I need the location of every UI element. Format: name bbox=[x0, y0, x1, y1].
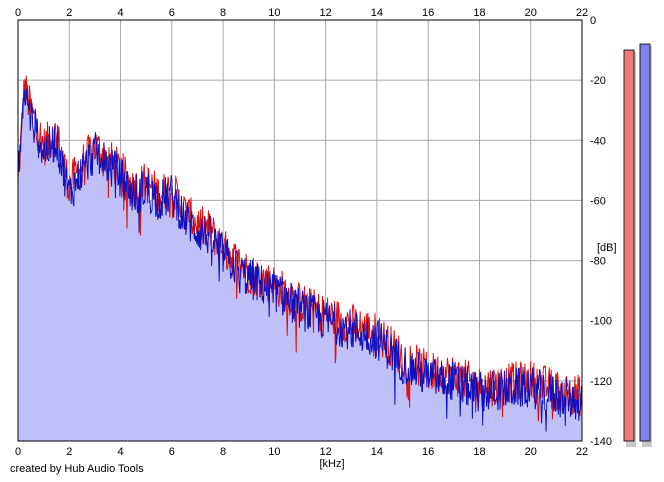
x-tick-labels-bottom: 0 2 4 6 8 10 12 14 16 18 20 22 bbox=[15, 446, 588, 458]
spectrum-fill-area bbox=[18, 90, 582, 441]
x-tick-label-bottom: 8 bbox=[220, 446, 226, 458]
x-tick-label-bottom: 16 bbox=[422, 446, 434, 458]
y-tick-label: -100 bbox=[590, 316, 612, 328]
y-tick-labels: 0 -20 -40 -60 -80 -100 -120 -140 bbox=[590, 15, 612, 448]
level-meters bbox=[623, 43, 652, 448]
series-lines bbox=[17, 75, 583, 432]
x-tick-label-bottom: 2 bbox=[66, 446, 72, 458]
level-meter-0 bbox=[623, 49, 635, 442]
y-tick-label: 0 bbox=[590, 15, 596, 27]
x-tick-label-top: 20 bbox=[525, 7, 537, 19]
y-tick-label: -80 bbox=[590, 256, 606, 268]
x-tick-label-top: 2 bbox=[66, 7, 72, 19]
x-tick-label-bottom: 18 bbox=[473, 446, 485, 458]
x-tick-label-top: 18 bbox=[473, 7, 485, 19]
x-tick-label-top: 10 bbox=[268, 7, 280, 19]
x-tick-label-top: 22 bbox=[576, 7, 588, 19]
x-tick-label-bottom: 12 bbox=[320, 446, 332, 458]
level-meter-1 bbox=[639, 43, 651, 442]
series-line-1 bbox=[17, 88, 583, 432]
x-tick-label-bottom: 4 bbox=[117, 446, 123, 458]
x-tick-label-bottom: 20 bbox=[525, 446, 537, 458]
x-tick-label-bottom: 22 bbox=[576, 446, 588, 458]
y-tick-label: -140 bbox=[590, 436, 612, 448]
x-tick-labels-top: 0 2 4 6 8 10 12 14 16 18 20 22 bbox=[15, 7, 588, 19]
plot-frame bbox=[17, 19, 583, 442]
y-tick-label: -20 bbox=[590, 75, 606, 87]
x-tick-label-bottom: 0 bbox=[15, 446, 21, 458]
y-tick-label: -60 bbox=[590, 195, 606, 207]
x-axis-label: [kHz] bbox=[319, 458, 344, 470]
y-axis-label: [dB] bbox=[597, 242, 617, 254]
x-tick-label-top: 0 bbox=[15, 7, 21, 19]
x-tick-label-bottom: 10 bbox=[268, 446, 280, 458]
x-tick-label-top: 6 bbox=[169, 7, 175, 19]
x-tick-label-top: 16 bbox=[422, 7, 434, 19]
x-tick-label-bottom: 14 bbox=[371, 446, 383, 458]
x-tick-label-bottom: 6 bbox=[169, 446, 175, 458]
x-tick-label-top: 12 bbox=[320, 7, 332, 19]
y-tick-label: -40 bbox=[590, 135, 606, 147]
credit-text: created by Hub Audio Tools bbox=[10, 463, 144, 475]
x-tick-label-top: 14 bbox=[371, 7, 383, 19]
x-tick-label-top: 8 bbox=[220, 7, 226, 19]
y-tick-label: -120 bbox=[590, 376, 612, 388]
x-tick-label-top: 4 bbox=[117, 7, 123, 19]
